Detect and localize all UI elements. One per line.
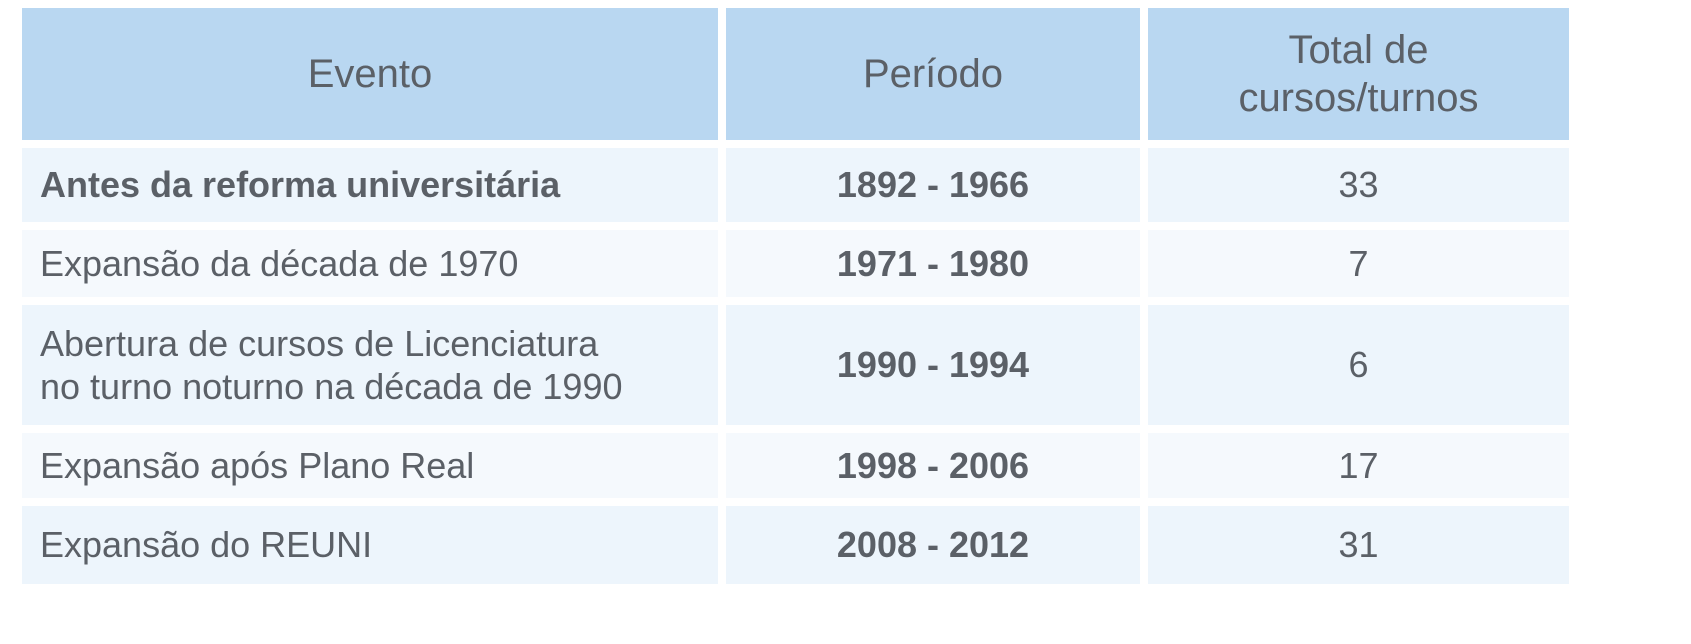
period-cell: 1892 - 1966 — [726, 148, 1140, 222]
table-row: Expansão do REUNI 2008 - 2012 31 — [22, 506, 1569, 584]
period-cell: 1990 - 1994 — [726, 305, 1140, 425]
period-cell: 2008 - 2012 — [726, 506, 1140, 584]
event-cell: Expansão da década de 1970 — [22, 230, 718, 297]
total-cell: 7 — [1148, 230, 1569, 297]
event-cell: Antes da reforma universitária — [22, 148, 718, 222]
header-cell: Evento — [22, 8, 718, 140]
event-cell: Expansão do REUNI — [22, 506, 718, 584]
period-cell: 1998 - 2006 — [726, 433, 1140, 498]
table-row: Abertura de cursos de Licenciatura no tu… — [22, 305, 1569, 425]
total-cell: 31 — [1148, 506, 1569, 584]
table: Evento Período Total de cursos/turnos An… — [14, 0, 1577, 592]
event-cell: Expansão após Plano Real — [22, 433, 718, 498]
total-cell: 6 — [1148, 305, 1569, 425]
total-cell: 17 — [1148, 433, 1569, 498]
table-row: Expansão da década de 1970 1971 - 1980 7 — [22, 230, 1569, 297]
table-row: Antes da reforma universitária 1892 - 196… — [22, 148, 1569, 222]
header-cell: Total de cursos/turnos — [1148, 8, 1569, 140]
table-body: Antes da reforma universitária 1892 - 196… — [22, 148, 1569, 584]
table-row: Expansão após Plano Real 1998 - 2006 17 — [22, 433, 1569, 498]
event-cell: Abertura de cursos de Licenciatura no tu… — [22, 305, 718, 425]
header-row: Evento Período Total de cursos/turnos — [22, 8, 1569, 140]
header-cell: Período — [726, 8, 1140, 140]
total-cell: 33 — [1148, 148, 1569, 222]
period-cell: 1971 - 1980 — [726, 230, 1140, 297]
